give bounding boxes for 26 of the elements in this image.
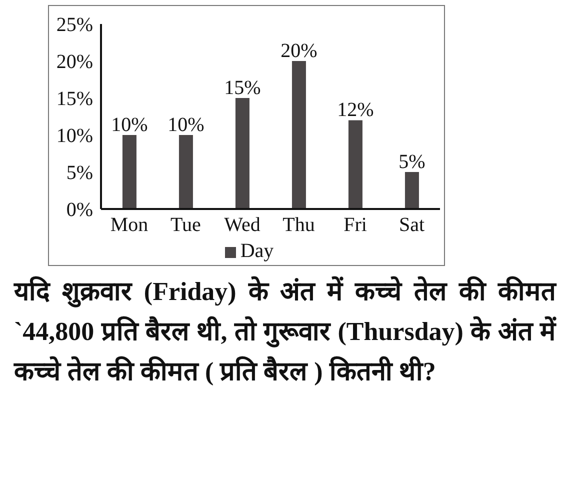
y-tick-label: 10% — [56, 125, 93, 148]
x-tick-label: Fri — [344, 214, 368, 236]
y-tick-label: 15% — [56, 88, 93, 110]
bar — [178, 135, 193, 209]
x-tick-label: Wed — [224, 214, 260, 236]
bar — [404, 172, 419, 209]
text: यदि शुक्रवार (Friday) के अंत में कच्चे तेल की कीमत `44,800 प्रति बैरल थी, तो गुरूवार (Thursday) के अंत में कच्चे तेल की कीमत ( प्रति बैरल ) कितनी थी? — [14, 275, 556, 388]
bar — [235, 98, 250, 209]
y-tick-label: 25% — [56, 14, 93, 36]
x-tick-label: Mon — [110, 214, 148, 236]
y-tick-label: 5% — [66, 162, 93, 184]
x-tick-label: Thu — [282, 214, 315, 236]
legend-label: Day — [240, 240, 274, 262]
data-label: 5% — [398, 151, 426, 173]
bar — [348, 120, 362, 209]
bar — [292, 61, 306, 209]
y-tick-label: 0% — [66, 199, 93, 222]
data-label: 10% — [111, 114, 148, 136]
data-label: 10% — [168, 114, 204, 136]
data-label: 15% — [224, 77, 261, 99]
bar — [122, 135, 136, 209]
y-tick-label: 20% — [56, 51, 93, 74]
x-tick-label: Sat — [398, 214, 425, 236]
data-label: 12% — [337, 99, 374, 122]
data-label: 20% — [280, 40, 318, 62]
x-tick-label: Tue — [170, 214, 202, 236]
